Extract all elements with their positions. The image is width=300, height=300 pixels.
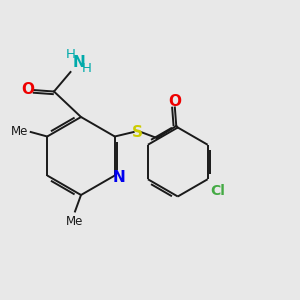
Text: Me: Me — [11, 124, 28, 138]
Text: S: S — [132, 124, 143, 140]
Text: N: N — [72, 55, 85, 70]
Text: O: O — [22, 82, 35, 97]
Text: N: N — [112, 169, 125, 184]
Text: H: H — [82, 62, 92, 75]
Text: O: O — [168, 94, 181, 109]
Text: Me: Me — [66, 215, 84, 228]
Text: Cl: Cl — [211, 184, 226, 198]
Text: H: H — [66, 48, 76, 61]
